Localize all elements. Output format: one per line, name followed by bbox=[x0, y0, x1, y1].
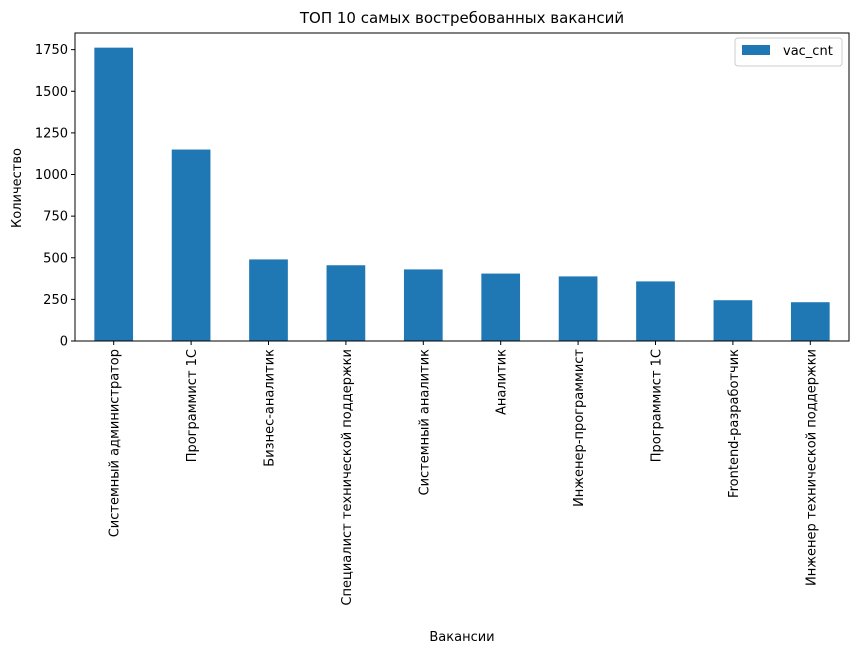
bar-3 bbox=[249, 259, 288, 341]
y-axis-ticks: 0 250 500 750 1000 1250 1500 1750 bbox=[35, 43, 75, 350]
y-axis-label: Количество bbox=[10, 148, 25, 228]
chart-title: ТОП 10 самых востребованных вакансий bbox=[299, 9, 624, 27]
bar-8 bbox=[636, 281, 675, 341]
y-tick-label: 750 bbox=[43, 210, 68, 225]
y-tick-label: 1250 bbox=[35, 126, 68, 141]
bar-6 bbox=[481, 273, 521, 341]
x-tick-label: Системный администратор bbox=[108, 349, 123, 537]
bar-10 bbox=[790, 302, 830, 341]
x-tick-label: Программист 1С bbox=[185, 349, 200, 462]
x-axis-ticks: Системный администратор Программист 1С Биз… bbox=[108, 341, 819, 606]
x-tick-label: Frontend-разработчик bbox=[727, 349, 742, 498]
x-tick-label: Инженер-программист bbox=[572, 349, 587, 507]
bar-4 bbox=[326, 265, 366, 341]
y-tick-label: 1750 bbox=[35, 43, 68, 58]
bar-1 bbox=[94, 47, 134, 342]
bar-5 bbox=[403, 269, 443, 341]
plot-frame bbox=[74, 32, 850, 342]
x-tick-label: Инженер технической поддержки bbox=[804, 349, 819, 586]
bar-9 bbox=[713, 300, 753, 341]
bar-2 bbox=[171, 149, 211, 341]
x-tick-label: Программист 1С bbox=[650, 349, 665, 462]
bar-7 bbox=[558, 276, 598, 341]
x-tick-label: Аналитик bbox=[495, 349, 510, 415]
y-tick-label: 500 bbox=[43, 251, 68, 266]
legend-swatch bbox=[742, 45, 770, 55]
x-tick-label: Специалист технической поддержки bbox=[340, 349, 355, 606]
x-tick-label: Системный аналитик bbox=[417, 349, 432, 496]
y-tick-label: 1000 bbox=[35, 168, 68, 183]
x-axis-label: Вакансии bbox=[429, 630, 494, 645]
y-tick-label: 0 bbox=[60, 335, 68, 350]
y-tick-label: 1500 bbox=[35, 85, 68, 100]
legend-label: vac_cnt bbox=[783, 44, 833, 59]
legend: vac_cnt bbox=[734, 37, 843, 67]
bars-group bbox=[94, 47, 830, 342]
y-tick-label: 250 bbox=[43, 293, 68, 308]
x-tick-label: Бизнес-аналитик bbox=[263, 349, 278, 467]
